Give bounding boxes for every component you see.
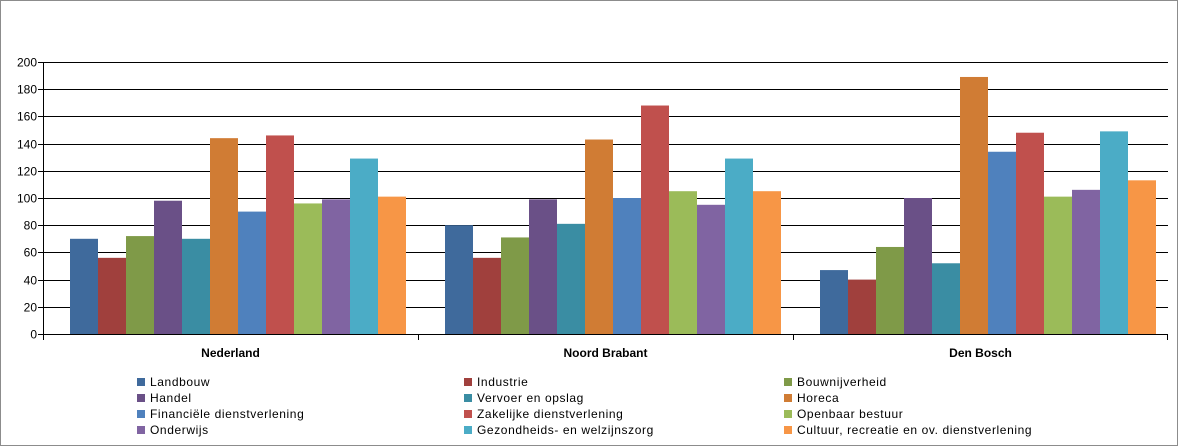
legend-swatch bbox=[464, 394, 472, 402]
bar bbox=[378, 196, 406, 334]
bar bbox=[445, 225, 473, 334]
y-tick-label: 40 bbox=[24, 274, 38, 288]
legend-swatch bbox=[784, 426, 792, 434]
legend-swatch bbox=[137, 394, 145, 402]
y-axis: 0 20 40 60 80 100 120 140 160 180 200 bbox=[17, 56, 44, 342]
legend-label: Landbouw bbox=[150, 375, 210, 389]
bar bbox=[501, 237, 529, 334]
bar bbox=[960, 76, 988, 335]
bar bbox=[238, 211, 266, 334]
bar bbox=[669, 191, 697, 334]
y-tick-label: 0 bbox=[30, 328, 37, 342]
y-tick-label: 60 bbox=[24, 246, 38, 260]
bar bbox=[210, 138, 238, 334]
bar bbox=[988, 151, 1016, 334]
y-tick-label: 120 bbox=[17, 165, 37, 179]
bar bbox=[932, 263, 960, 334]
y-tick-label: 200 bbox=[17, 56, 37, 70]
bar bbox=[585, 139, 613, 334]
legend-label: Gezondheids- en welzijnszorg bbox=[477, 423, 654, 437]
legend-swatch bbox=[137, 426, 145, 434]
bar bbox=[1128, 180, 1156, 334]
bar bbox=[1016, 132, 1044, 334]
legend-label: Openbaar bestuur bbox=[797, 407, 903, 421]
legend-swatch bbox=[137, 378, 145, 386]
bar bbox=[266, 135, 294, 334]
bar bbox=[322, 199, 350, 334]
bar bbox=[613, 198, 641, 334]
bar bbox=[753, 191, 781, 334]
bar bbox=[697, 204, 725, 334]
legend-swatch bbox=[464, 426, 472, 434]
bar bbox=[70, 238, 98, 334]
legend-label: Financiële dienstverlening bbox=[150, 407, 304, 421]
legend-label: Handel bbox=[150, 391, 192, 405]
y-tick-label: 160 bbox=[17, 110, 37, 124]
bar bbox=[725, 158, 753, 334]
y-tick-label: 20 bbox=[24, 301, 38, 315]
bar bbox=[848, 279, 876, 334]
bar bbox=[820, 270, 848, 334]
legend-label: Cultuur, recreatie en ov. dienstverlenin… bbox=[797, 423, 1032, 437]
bar bbox=[154, 200, 182, 334]
bar bbox=[473, 257, 501, 334]
x-category-label: Nederland bbox=[201, 346, 260, 360]
x-category-label: Noord Brabant bbox=[564, 346, 648, 360]
legend-label: Bouwnijverheid bbox=[797, 375, 887, 389]
y-tick-label: 180 bbox=[17, 83, 37, 97]
legend-label: Onderwijs bbox=[150, 423, 209, 437]
bar bbox=[126, 236, 154, 334]
bar bbox=[876, 246, 904, 334]
bar bbox=[904, 198, 932, 334]
bars bbox=[70, 76, 1156, 335]
legend-label: Vervoer en opslag bbox=[477, 391, 584, 405]
legend: Landbouw Industrie Bouwnijverheid Handel Ver… bbox=[137, 375, 1032, 437]
y-tick-label: 140 bbox=[17, 138, 37, 152]
bar bbox=[182, 238, 210, 334]
legend-label: Industrie bbox=[477, 375, 528, 389]
legend-label: Zakelijke dienstverlening bbox=[477, 407, 623, 421]
bar bbox=[557, 223, 585, 334]
x-axis: Nederland Noord Brabant Den Bosch bbox=[201, 334, 1168, 360]
legend-swatch bbox=[784, 394, 792, 402]
bar bbox=[529, 199, 557, 334]
legend-swatch bbox=[464, 378, 472, 386]
legend-swatch bbox=[784, 410, 792, 418]
bar bbox=[1072, 189, 1100, 334]
bar bbox=[1100, 131, 1128, 334]
legend-swatch bbox=[137, 410, 145, 418]
y-tick-label: 80 bbox=[24, 219, 38, 233]
bar bbox=[98, 257, 126, 334]
bar bbox=[641, 105, 669, 335]
legend-label: Horeca bbox=[797, 391, 839, 405]
bar bbox=[294, 203, 322, 334]
bar bbox=[1044, 196, 1072, 334]
legend-swatch bbox=[464, 410, 472, 418]
bar bbox=[350, 158, 378, 334]
x-category-label: Den Bosch bbox=[949, 346, 1012, 360]
y-tick-label: 100 bbox=[17, 192, 37, 206]
legend-swatch bbox=[784, 378, 792, 386]
